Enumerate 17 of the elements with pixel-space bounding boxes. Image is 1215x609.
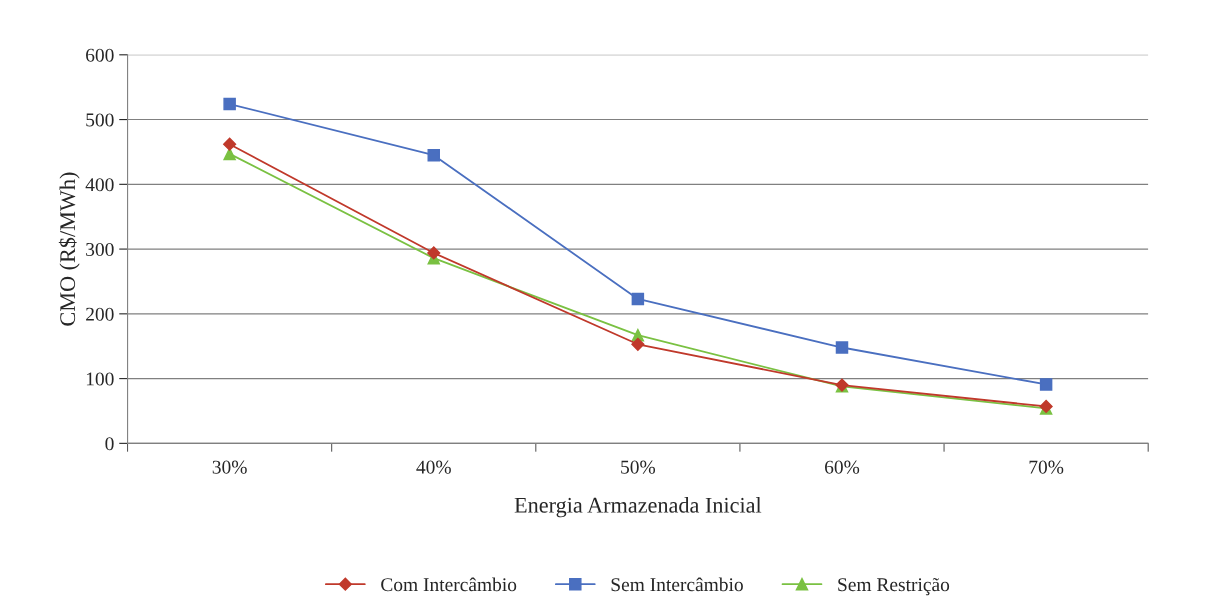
y-tick-label: 300 xyxy=(86,242,114,257)
y-tick-label: 200 xyxy=(86,307,114,321)
legend-label: Sem Restrição xyxy=(838,577,950,596)
y-tick-label: 400 xyxy=(85,178,114,192)
x-tick-label: 70% xyxy=(1029,460,1064,474)
y-tick-label: 500 xyxy=(86,113,114,127)
x-tick-label: 30% xyxy=(212,460,247,474)
x-tick-label: 40% xyxy=(416,460,451,474)
legend-label: Com Intercâmbio xyxy=(381,577,517,592)
x-axis-title: Energia Armazenada Inicial xyxy=(514,497,762,518)
legend-label: Sem Intercâmbio xyxy=(611,577,743,592)
x-tick-label: 50% xyxy=(621,460,656,474)
x-tick-label: 60% xyxy=(825,460,860,474)
y-tick-label: 0 xyxy=(105,437,114,451)
y-axis-title: CMO (R$/MWh) xyxy=(58,172,80,326)
y-tick-label: 600 xyxy=(86,48,114,62)
y-tick-label: 100 xyxy=(86,372,114,386)
